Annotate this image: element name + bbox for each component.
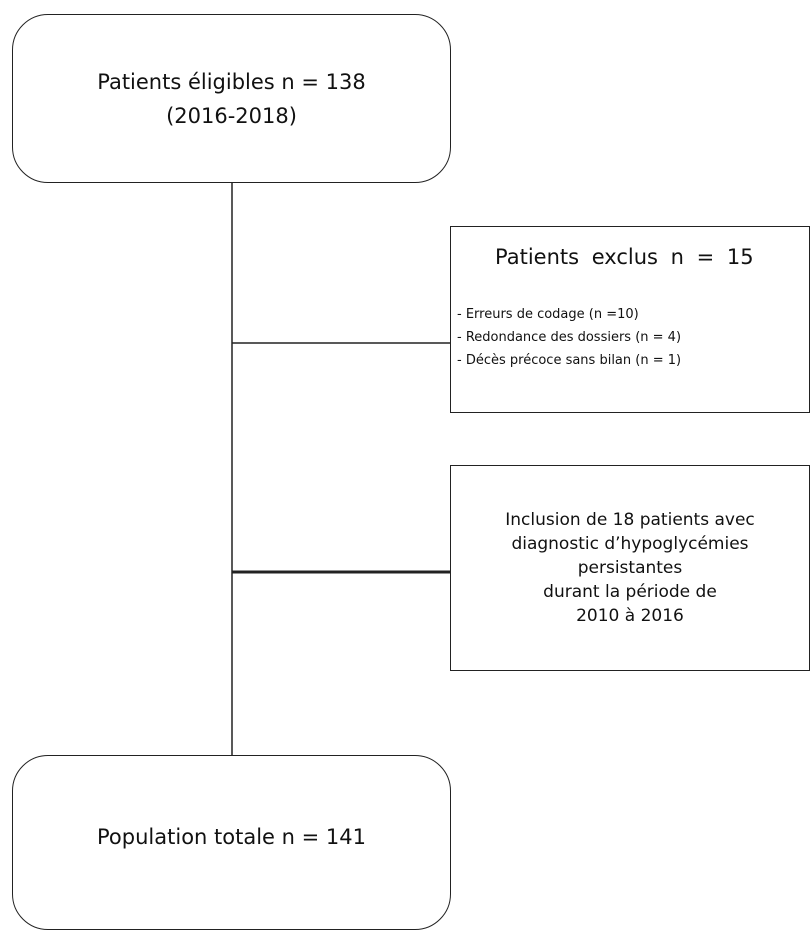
text-line: diagnostic d’hypoglycémies — [511, 534, 749, 554]
inclusion-box: Inclusion de 18 patients avec diagnostic… — [450, 465, 810, 671]
eligible-box: Patients éligibles n = 138 (2016-2018) — [12, 14, 451, 183]
box-title: Patients exclus n = 15 — [495, 245, 754, 269]
text-line: Population totale n = 141 — [97, 824, 366, 849]
text-line: - Décès précoce sans bilan (n = 1) — [457, 353, 682, 368]
text-line: Patients éligibles n = 138 — [97, 69, 366, 94]
text-line: durant la période de — [543, 582, 717, 602]
text-line: - Redondance des dossiers (n = 4) — [457, 330, 682, 345]
text-line: 2010 à 2016 — [576, 606, 684, 626]
excluded-box: Patients exclus n = 15 - Erreurs de coda… — [450, 226, 810, 413]
text-line: (2016-2018) — [166, 103, 297, 128]
text-line: - Erreurs de codage (n =10) — [457, 307, 639, 322]
total-box: Population totale n = 141 — [12, 755, 451, 930]
text-line: Inclusion de 18 patients avec — [505, 510, 755, 530]
text-line: persistantes — [577, 558, 683, 578]
